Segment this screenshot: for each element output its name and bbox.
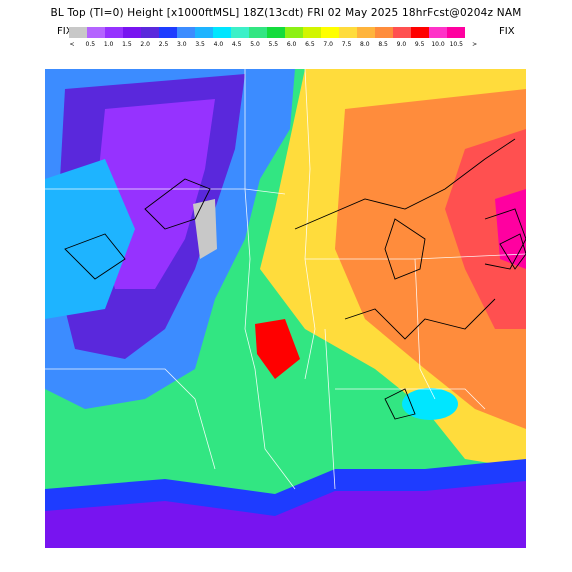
- cyan-band-west: [45, 159, 135, 319]
- scale-tick-label: 3.5: [195, 41, 205, 48]
- color-scale: [69, 27, 465, 38]
- scale-tick-label: 5.5: [268, 41, 279, 48]
- scale-tick-label: 4.0: [213, 41, 224, 48]
- state-borders: [45, 69, 526, 490]
- gulf-low-region: [45, 479, 526, 548]
- scale-tick-label: 6.0: [286, 41, 297, 48]
- scale-tick-label: 10.0: [431, 41, 445, 48]
- scale-tick-label: 2.0: [140, 41, 150, 48]
- scale-tick-label: 9.0: [396, 41, 407, 48]
- color-swatch: [393, 27, 411, 38]
- color-swatch: [123, 27, 141, 38]
- color-swatch: [105, 27, 123, 38]
- scale-tick-label: 7.0: [323, 41, 333, 48]
- color-swatch: [249, 27, 267, 38]
- color-swatch: [87, 27, 105, 38]
- color-swatch: [303, 27, 321, 38]
- scale-tick-label: 7.5: [341, 41, 352, 48]
- color-scale-right-label: FIX: [499, 26, 515, 37]
- forecast-map: [45, 69, 526, 548]
- color-swatch: [447, 27, 465, 38]
- scale-tick-label: 1.0: [103, 41, 114, 48]
- color-swatch: [429, 27, 447, 38]
- terrain-contours: [64, 138, 526, 420]
- cyan-cell-southeast: [402, 388, 458, 420]
- scale-tick-label: 9.5: [414, 41, 425, 48]
- color-swatch: [267, 27, 285, 38]
- grey-patch: [193, 199, 217, 259]
- scale-tick-label: <: [69, 41, 75, 48]
- color-swatch: [357, 27, 375, 38]
- scale-tick-label: 8.0: [360, 41, 370, 48]
- color-swatch: [339, 27, 357, 38]
- scale-tick-label: 0.5: [85, 41, 96, 48]
- color-scale-left-label: FIX: [57, 26, 73, 37]
- scale-tick-label: 1.5: [122, 41, 132, 48]
- color-swatch: [213, 27, 231, 38]
- color-swatch: [141, 27, 159, 38]
- scale-tick-label: 2.5: [158, 41, 169, 48]
- red-cell-central: [255, 319, 300, 379]
- chart-title: BL Top (TI=0) Height [x1000ftMSL] 18Z(13…: [50, 7, 522, 19]
- color-swatch: [375, 27, 393, 38]
- color-swatch: [195, 27, 213, 38]
- color-swatch: [411, 27, 429, 38]
- color-swatch: [321, 27, 339, 38]
- color-swatch: [159, 27, 177, 38]
- color-swatch: [177, 27, 195, 38]
- scale-tick-label: 4.5: [231, 41, 242, 48]
- color-swatch: [231, 27, 249, 38]
- scale-tick-label: 5.0: [250, 41, 260, 48]
- color-scale-ticks: <0.5 1.0 1.5 2.0 2.5 3.0 3.5 4.0 4.5 5.0 5.5 6.0 6.5…: [60, 41, 510, 51]
- color-swatch: [69, 27, 87, 38]
- scale-tick-label: 8.5: [378, 41, 388, 48]
- scale-tick-label: 10.5: [449, 41, 463, 48]
- scale-tick-label: 6.5: [305, 41, 315, 48]
- gulf-blue-edge: [45, 459, 526, 516]
- scale-tick-label: >: [472, 41, 478, 48]
- red-region-northeast: [445, 129, 526, 329]
- scale-tick-label: 3.0: [177, 41, 187, 48]
- color-swatch: [285, 27, 303, 38]
